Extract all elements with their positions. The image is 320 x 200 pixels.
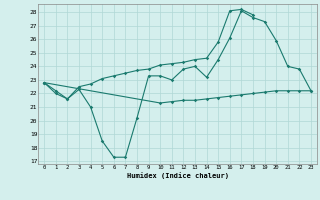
X-axis label: Humidex (Indice chaleur): Humidex (Indice chaleur) bbox=[127, 172, 228, 179]
